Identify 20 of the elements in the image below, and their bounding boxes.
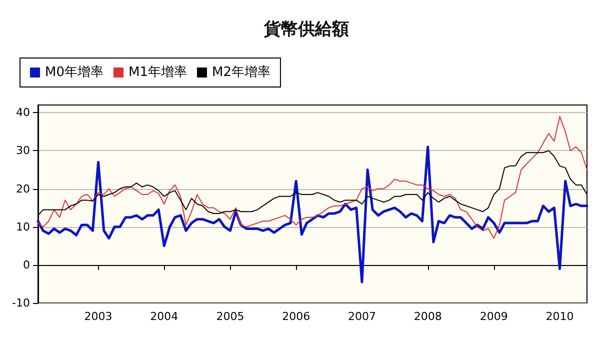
y-tick-label: 40	[16, 106, 30, 120]
y-tick-label: 10	[16, 220, 30, 234]
x-tick-label: 2010	[546, 310, 574, 323]
chart-title: 貨幣供給額	[263, 20, 349, 40]
x-tick-label: 2008	[414, 310, 442, 323]
x-tick-label: 2007	[348, 310, 376, 323]
line-series	[36, 146, 588, 284]
x-tick-label: 2006	[282, 310, 310, 323]
x-tick-label: 2005	[216, 310, 244, 323]
legend-label: M0年增率	[45, 64, 104, 80]
line-series	[38, 116, 588, 239]
y-tick-label: -10	[12, 296, 30, 310]
x-tick-label: 2003	[84, 310, 112, 323]
y-tick-label: 20	[16, 182, 30, 196]
legend-label: M1年增率	[128, 64, 187, 80]
y-tick-label: 30	[16, 144, 30, 158]
x-tick-label: 2004	[150, 310, 178, 323]
x-tick-label: 2009	[480, 310, 508, 323]
y-tick-label: 0	[23, 258, 30, 272]
legend-label: M2年增率	[212, 64, 270, 80]
